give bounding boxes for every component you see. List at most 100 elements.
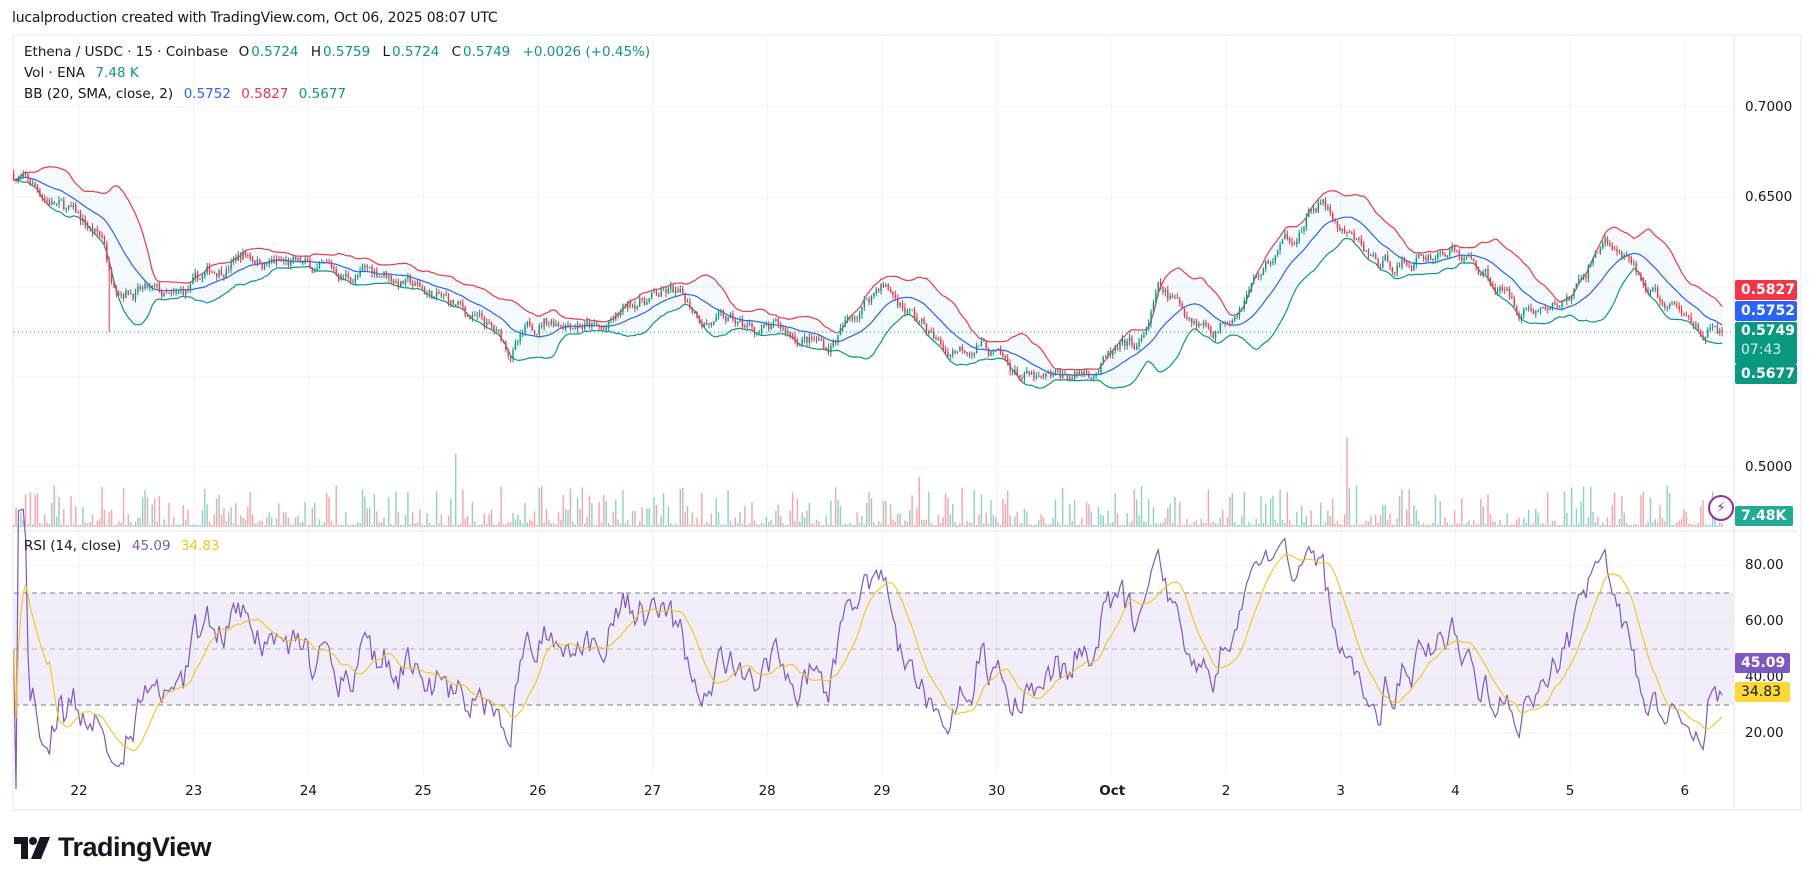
legend-bb[interactable]: BB (20, SMA, close, 2) 0.5752 0.5827 0.5…	[24, 86, 348, 102]
candle-body	[724, 316, 727, 321]
volume-bar	[519, 519, 521, 527]
volume-bar	[655, 504, 658, 527]
volume-bar	[1508, 524, 1511, 527]
volume-bar	[940, 523, 942, 527]
volume-bar	[581, 487, 584, 527]
volume-bar	[457, 524, 459, 527]
volume-bar	[832, 524, 834, 527]
candle-body	[1255, 275, 1257, 278]
volume-bar	[259, 520, 261, 527]
candle-body	[285, 260, 287, 262]
volume-bar	[318, 519, 321, 527]
volume-bar	[161, 524, 163, 527]
volume-bar	[942, 517, 944, 527]
candle-body	[24, 173, 27, 175]
volume-bar	[1480, 499, 1482, 527]
candle-body	[165, 292, 168, 294]
volume-bar	[34, 494, 36, 527]
volume-bar	[1253, 524, 1255, 527]
candle-body	[715, 316, 717, 322]
volume-bar	[705, 522, 708, 527]
candle-body	[932, 331, 935, 339]
candle-body	[1561, 301, 1563, 307]
lightning-icon[interactable]: ⚡	[1708, 495, 1734, 521]
candle-body	[975, 345, 978, 353]
candle-body	[1664, 303, 1666, 308]
candle-body	[849, 316, 851, 318]
candle-body	[846, 317, 849, 320]
volume-bar	[1274, 520, 1277, 527]
volume-bar	[63, 508, 65, 527]
volume-bar	[474, 521, 476, 527]
volume-bar	[1004, 503, 1007, 527]
volume-bar	[1384, 504, 1386, 527]
volume-bar	[670, 523, 672, 527]
volume-bar	[1140, 486, 1143, 527]
volume-bar	[947, 497, 949, 527]
legend-rsi[interactable]: RSI (14, close) 45.09 34.83	[24, 538, 222, 554]
volume-bar	[58, 497, 60, 527]
volume-value: 7.48 K	[95, 65, 139, 81]
volume-bar	[352, 524, 354, 527]
candle-body	[187, 289, 189, 291]
candle-body	[204, 272, 206, 277]
candle-body	[1226, 322, 1229, 324]
tradingview-logo[interactable]: TradingView	[14, 832, 212, 863]
volume-bar	[1241, 515, 1243, 527]
candle-body	[397, 281, 400, 287]
volume-bar	[53, 485, 55, 527]
candle-body	[483, 317, 486, 326]
candle-body	[1088, 373, 1090, 378]
candle-body	[952, 350, 954, 355]
candle-body	[670, 285, 672, 290]
volume-bar	[748, 523, 751, 527]
volume-bar	[729, 520, 732, 527]
candle-body	[466, 315, 469, 317]
volume-bar	[818, 521, 820, 527]
volume-bar	[192, 524, 194, 527]
volume-bar	[175, 524, 177, 527]
candle-body	[980, 341, 983, 347]
candle-body	[892, 292, 894, 296]
candle-body	[818, 338, 820, 341]
candle-body	[1353, 232, 1355, 240]
volume-bar	[466, 515, 469, 527]
candle-body	[588, 321, 591, 328]
legend-volume[interactable]: Vol · ENA 7.48 K	[24, 65, 141, 81]
candle-body	[1422, 256, 1425, 258]
volume-bar	[854, 524, 856, 527]
candle-body	[947, 351, 949, 357]
candle-body	[476, 314, 478, 316]
volume-bar	[1420, 524, 1422, 527]
candle-body	[96, 229, 98, 232]
volume-bar	[533, 511, 536, 527]
volume-bar	[1535, 508, 1537, 527]
candle-body	[758, 332, 760, 334]
volume-bar	[1193, 521, 1195, 527]
candle-body	[1413, 264, 1415, 271]
volume-bar	[1308, 524, 1310, 527]
volume-bar	[1179, 502, 1181, 527]
candle-body	[1640, 273, 1642, 281]
candle-body	[199, 278, 201, 280]
candle-body	[1236, 316, 1238, 318]
date-tick: 25	[414, 783, 432, 799]
candle-body	[462, 302, 464, 308]
volume-bar	[330, 521, 333, 527]
volume-bar	[820, 524, 823, 527]
symbol-label[interactable]: Ethena / USDC · 15 · Coinbase	[24, 44, 229, 60]
volume-bar	[741, 523, 744, 527]
volume-bar	[753, 520, 756, 527]
candle-body	[1176, 297, 1179, 299]
candle-body	[1155, 292, 1157, 303]
volume-label: Vol · ENA	[24, 65, 85, 81]
volume-bar	[1267, 524, 1269, 527]
volume-bar	[282, 512, 285, 527]
candle-body	[208, 266, 211, 273]
candle-body	[194, 272, 196, 278]
candle-body	[1499, 287, 1501, 292]
candle-body	[292, 257, 294, 262]
volume-bar	[1374, 514, 1377, 527]
